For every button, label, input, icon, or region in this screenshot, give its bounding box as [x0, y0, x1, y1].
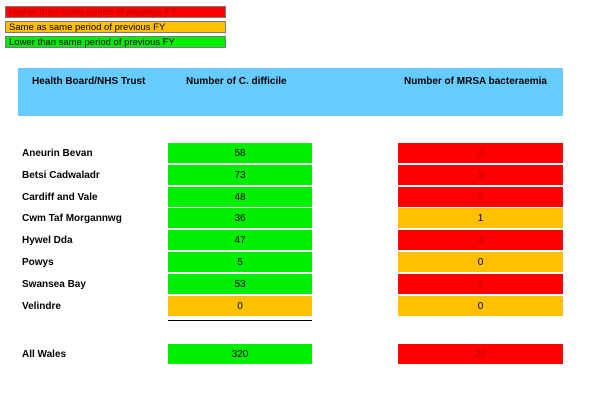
- cdiff-column-rule: [168, 320, 312, 321]
- table-row-name: Powys: [22, 257, 54, 268]
- table-row-mrsa-value: 0: [398, 296, 563, 317]
- table-row-cdiff-value: 53: [168, 274, 312, 295]
- table-header-band: [18, 68, 563, 116]
- table-row-cdiff-value: 73: [168, 165, 312, 186]
- table-row-name: Cardiff and Vale: [22, 192, 98, 203]
- table-row-name: Hywel Dda: [22, 235, 73, 246]
- table-row-name: Cwm Taf Morgannwg: [22, 213, 122, 224]
- legend-higher: Higher than same period of previous FY: [5, 6, 226, 18]
- table-row-mrsa-value: 4: [398, 230, 563, 251]
- table-row-name: Aneurin Bevan: [22, 148, 93, 159]
- table-row-cdiff-value: 0: [168, 296, 312, 317]
- table-row-mrsa-value: 0: [398, 252, 563, 273]
- table-row-cdiff-value: 36: [168, 208, 312, 229]
- table-total-row-cdiff-value: 320: [168, 344, 312, 365]
- table-row-mrsa-value: 5: [398, 165, 563, 186]
- table-row-mrsa-value: 3: [398, 143, 563, 164]
- table-row-name: Betsi Cadwaladr: [22, 170, 100, 181]
- legend-same: Same as same period of previous FY: [5, 21, 226, 33]
- table-row-mrsa-value: 5: [398, 187, 563, 208]
- table-row-mrsa-value: 2: [398, 274, 563, 295]
- table-row-name: Swansea Bay: [22, 279, 86, 290]
- table-row-cdiff-value: 5: [168, 252, 312, 273]
- table-row-cdiff-value: 48: [168, 187, 312, 208]
- header-health-board: Health Board/NHS Trust: [32, 76, 146, 87]
- table-row-name: Velindre: [22, 301, 61, 312]
- table-row-cdiff-value: 58: [168, 143, 312, 164]
- table-row-cdiff-value: 47: [168, 230, 312, 251]
- legend-lower: Lower than same period of previous FY: [5, 36, 226, 48]
- header-c-difficile: Number of C. difficile: [186, 76, 287, 87]
- header-mrsa: Number of MRSA bacteraemia: [404, 76, 547, 87]
- table-row-mrsa-value: 1: [398, 208, 563, 229]
- table-total-row-name: All Wales: [22, 349, 67, 360]
- table-total-row-mrsa-value: 20: [398, 344, 563, 365]
